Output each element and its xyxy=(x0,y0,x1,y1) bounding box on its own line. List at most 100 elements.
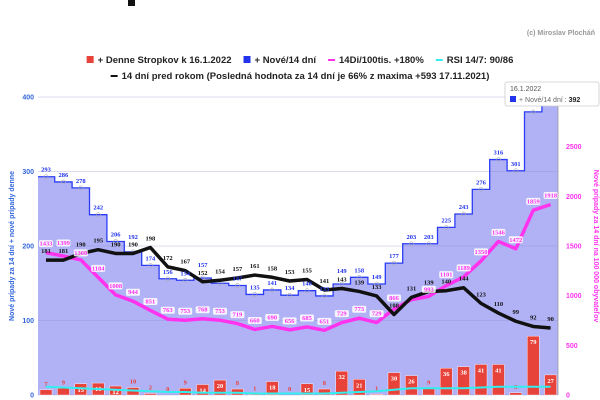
daily-bar-label: 12 xyxy=(112,389,119,396)
new-14-days-label: 154 xyxy=(180,270,191,277)
incidence-label-bg xyxy=(543,191,558,199)
new-14-days-label-group: 177 xyxy=(389,253,400,260)
new-14-days-point xyxy=(182,277,188,283)
year-ago-label: 92 xyxy=(530,314,537,321)
incidence-label-group: 1433 xyxy=(39,240,53,248)
year-ago-label: 161 xyxy=(250,263,260,270)
daily-bar-label: 15 xyxy=(304,387,311,394)
legend-item-0: + Denne Stropkov k 16.1.2022 xyxy=(98,55,232,66)
incidence-label: 1433 xyxy=(40,241,54,248)
new-14-days-label: 206 xyxy=(111,232,122,239)
incidence-label: 690 xyxy=(267,314,277,321)
year-ago-label: 158 xyxy=(267,265,278,272)
legend-item-group: + Nové/14 dní xyxy=(243,55,316,66)
new-14-days-label-group: 140 xyxy=(302,281,312,288)
year-ago-label: 139 xyxy=(424,279,435,286)
new-14-days-area xyxy=(38,102,558,396)
year-ago-label-group: 92 xyxy=(530,314,537,321)
year-ago-label: 141 xyxy=(320,278,330,285)
year-ago-label: 131 xyxy=(407,285,417,292)
year-ago-label-group: 133 xyxy=(372,284,383,291)
year-ago-label: 123 xyxy=(476,291,487,298)
left-axis-tick: 200 xyxy=(22,244,34,251)
daily-bar xyxy=(144,393,157,396)
year-ago-label: 155 xyxy=(302,268,313,275)
new-14-days-label-group: 157 xyxy=(198,262,209,269)
incidence-label-bg xyxy=(421,285,436,293)
left-axis-tick: 300 xyxy=(22,169,34,176)
incidence-label-bg xyxy=(160,306,175,314)
incidence-label-bg xyxy=(265,313,280,321)
daily-bar-label: 79 xyxy=(530,339,537,346)
new-14-days-label-group: 154 xyxy=(180,270,191,277)
incidence-label-group: 944 xyxy=(126,288,140,296)
new-14-days-label: 174 xyxy=(146,255,157,262)
year-ago-label: 198 xyxy=(146,235,157,242)
new-14-days-label: 301 xyxy=(511,161,521,168)
incidence-label: 944 xyxy=(128,289,139,296)
new-14-days-label: 243 xyxy=(459,204,470,211)
incidence-label: 993 xyxy=(424,286,435,293)
year-ago-label-group: 172 xyxy=(163,255,173,262)
daily-bar xyxy=(527,335,540,396)
right-axis-tick: 0 xyxy=(566,393,570,400)
legend-item-group: RSI 14/7: 90/86 xyxy=(435,55,513,66)
new-14-days-point xyxy=(391,260,397,266)
incidence-label-group: 660 xyxy=(247,316,262,324)
year-ago-label-group: 139 xyxy=(354,279,365,286)
daily-bar xyxy=(318,388,331,396)
incidence-label-group: 651 xyxy=(317,317,332,325)
year-ago-label-group: 143 xyxy=(337,276,348,283)
new-14-days-point xyxy=(443,225,449,230)
year-ago-label-group: 139 xyxy=(424,279,435,286)
year-ago-label: 152 xyxy=(198,270,208,277)
year-ago-label: 154 xyxy=(215,268,226,275)
year-ago-label-group: 155 xyxy=(302,268,313,275)
year-ago-label: 139 xyxy=(354,279,365,286)
incidence-label-group: 993 xyxy=(421,285,436,293)
incidence-label-group: 753 xyxy=(178,307,193,315)
incidence-label-group: 1350 xyxy=(474,248,488,256)
new-14-days-label-group: 135 xyxy=(250,284,261,291)
new-14-days-point xyxy=(304,288,310,294)
year-ago-label-group: 190 xyxy=(76,241,86,248)
new-14-days-label-group: 192 xyxy=(128,234,138,241)
daily-bar xyxy=(544,374,557,396)
incidence-label-bg xyxy=(126,288,140,296)
daily-bar-label: 30 xyxy=(391,376,398,383)
year-ago-label-group: 198 xyxy=(146,235,157,242)
incidence-label-bg xyxy=(474,248,488,256)
new-14-days-label: 192 xyxy=(128,234,138,241)
new-14-days-point xyxy=(61,179,66,185)
new-14-days-point xyxy=(43,174,49,180)
incidence-label-bg xyxy=(143,297,158,305)
new-14-days-label: 177 xyxy=(389,253,400,260)
year-ago-label-group: 152 xyxy=(198,270,208,277)
incidence-label: 763 xyxy=(163,307,174,314)
incidence-label: 719 xyxy=(233,312,244,319)
legend-row2: 14 dní pred rokom (Posledná hodnota za 1… xyxy=(110,71,489,82)
incidence-label-group: 866 xyxy=(387,294,401,302)
new-14-days-point xyxy=(339,281,345,287)
year-ago-label-group: 161 xyxy=(250,263,260,270)
incidence-label: 729 xyxy=(337,311,348,318)
year-ago-label: 90 xyxy=(547,316,554,323)
incidence-label: 866 xyxy=(389,295,400,302)
incidence-label-group: 1859 xyxy=(526,197,540,205)
incidence-label-bg xyxy=(491,228,506,236)
new-14-days-point xyxy=(322,293,327,299)
new-14-days-label: 133 xyxy=(320,286,331,293)
right-axis-tick: 1000 xyxy=(566,293,582,300)
incidence-label-group: 1918 xyxy=(543,191,558,199)
new-14-days-label-group: 147 xyxy=(233,275,244,282)
year-ago-label-group: 195 xyxy=(93,238,104,245)
new-14-days-label-group: 203 xyxy=(407,234,418,241)
new-14-days-label-group: 278 xyxy=(76,178,87,185)
year-ago-label: 144 xyxy=(459,276,470,283)
new-14-days-point xyxy=(252,292,258,297)
incidence-label-bg xyxy=(56,239,71,247)
new-14-days-label-group: 286 xyxy=(59,172,70,179)
daily-bar-label: 1 xyxy=(375,385,378,392)
right-axis-tick: 500 xyxy=(566,343,578,350)
new-14-days-point xyxy=(95,212,101,218)
